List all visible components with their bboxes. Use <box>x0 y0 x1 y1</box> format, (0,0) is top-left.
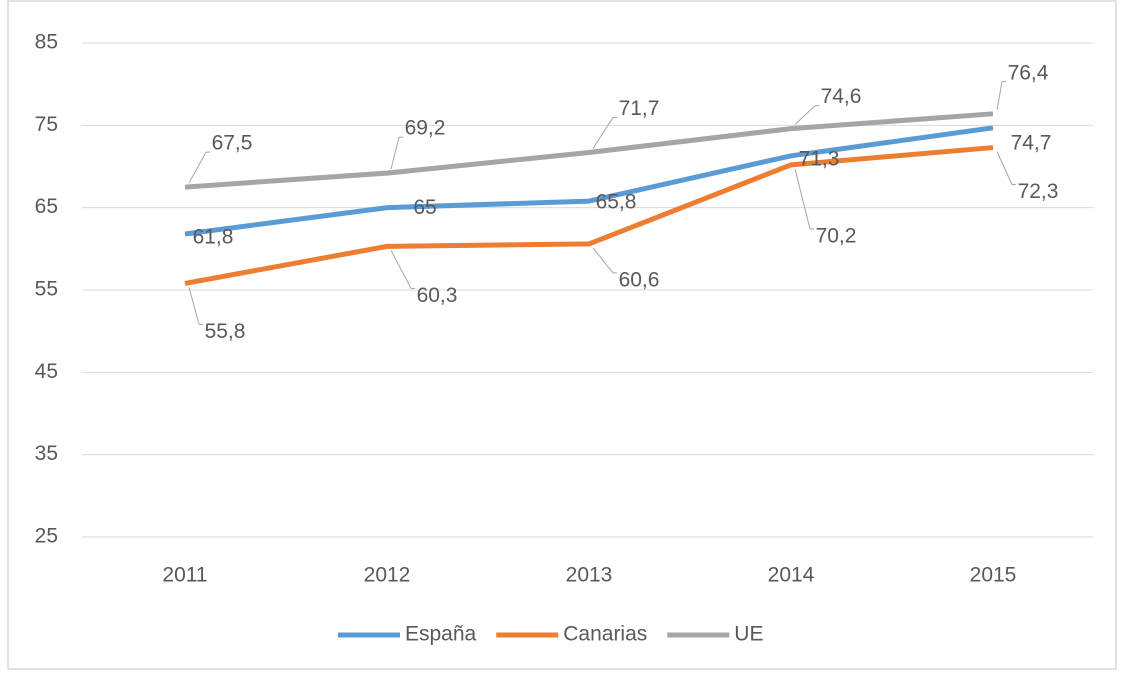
chart-border <box>7 0 1117 670</box>
leader-line <box>794 105 819 125</box>
series-line <box>184 145 994 286</box>
y-tick-label: 55 <box>35 278 58 301</box>
x-tick-label: 2015 <box>970 564 1017 587</box>
data-label: 65 <box>413 196 436 219</box>
y-tick-label: 65 <box>35 195 58 218</box>
y-tick-label: 45 <box>35 360 58 383</box>
y-tick-label: 85 <box>35 31 58 54</box>
leader-line <box>996 81 1006 110</box>
data-label: 69,2 <box>405 117 446 140</box>
leader-line <box>996 151 1016 186</box>
data-label: 71,7 <box>619 97 660 120</box>
data-label: 60,3 <box>417 284 458 307</box>
data-label: 60,6 <box>619 268 660 291</box>
data-label: 76,4 <box>1008 61 1049 84</box>
y-tick-label: 25 <box>35 525 58 548</box>
data-label: 61,8 <box>193 226 234 249</box>
data-label: 70,2 <box>816 224 857 247</box>
series-line <box>184 125 994 237</box>
x-tick-label: 2014 <box>768 564 815 587</box>
x-tick-label: 2013 <box>566 564 613 587</box>
legend-label: España <box>405 623 477 646</box>
series-line <box>184 111 994 190</box>
leader-line <box>390 250 415 289</box>
leader-line <box>592 117 617 149</box>
data-label: 55,8 <box>205 320 246 343</box>
data-label: 72,3 <box>1018 180 1059 203</box>
data-label: 71,3 <box>799 147 840 170</box>
leader-line <box>390 136 403 170</box>
y-tick-label: 35 <box>35 442 58 465</box>
leader-line <box>188 151 210 184</box>
data-label: 74,7 <box>1011 131 1052 154</box>
data-label: 74,6 <box>821 85 862 108</box>
leader-line <box>794 168 814 230</box>
x-tick-label: 2012 <box>364 564 411 587</box>
data-label: 67,5 <box>212 132 253 155</box>
leader-line <box>188 287 203 325</box>
legend-label: UE <box>734 623 763 646</box>
y-tick-label: 75 <box>35 113 58 136</box>
legend-label: Canarias <box>563 623 647 646</box>
data-label: 65,8 <box>596 191 637 214</box>
x-tick-label: 2011 <box>162 564 207 587</box>
leader-line <box>592 247 617 274</box>
